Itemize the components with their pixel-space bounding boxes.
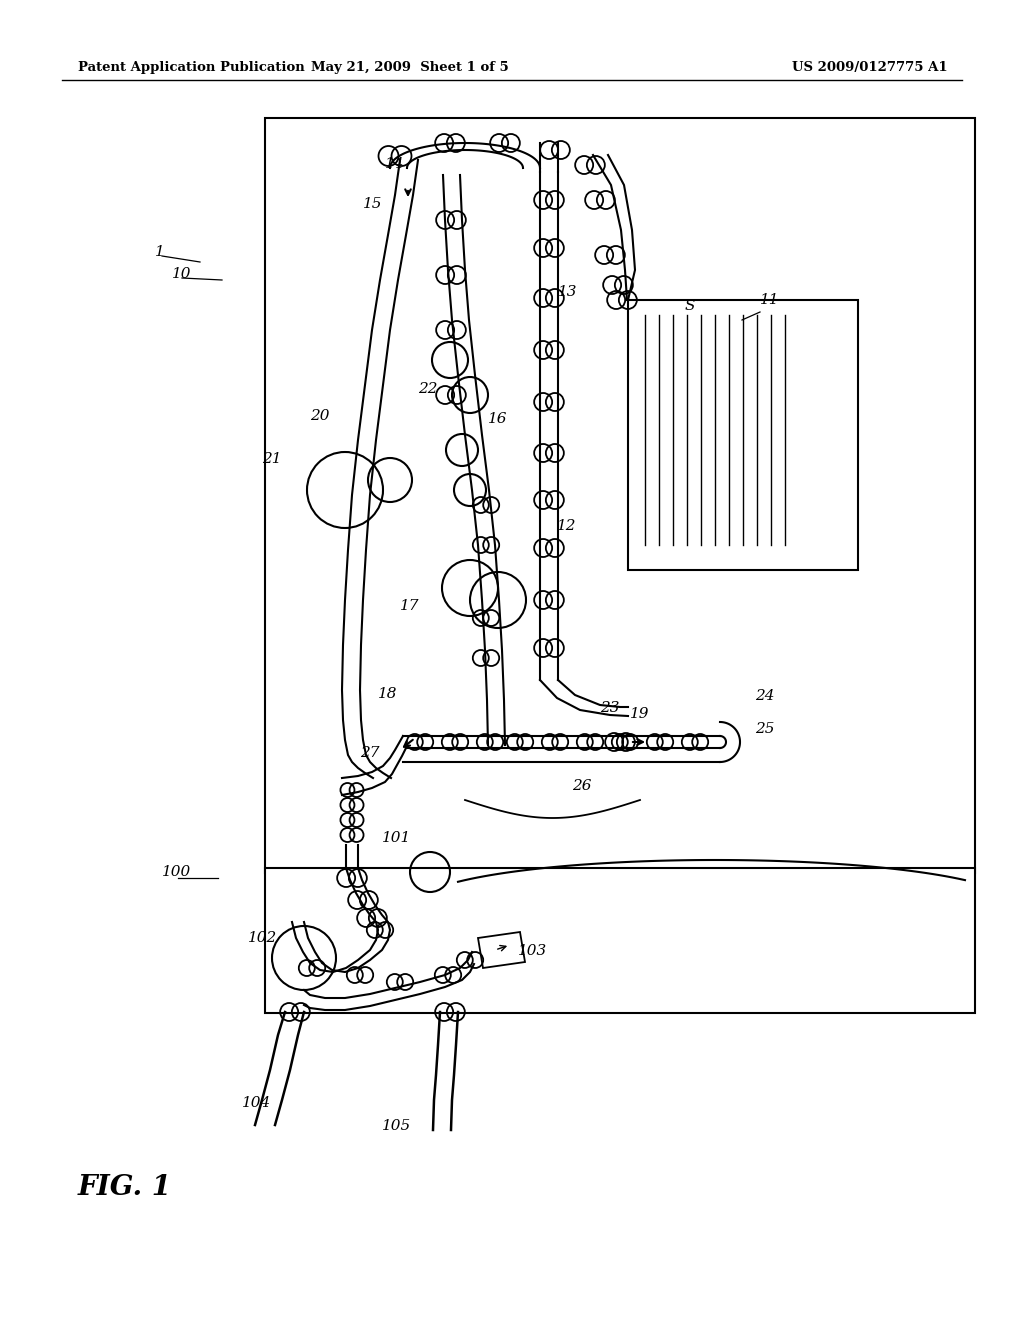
Bar [628,300,858,570]
Text: May 21, 2009  Sheet 1 of 5: May 21, 2009 Sheet 1 of 5 [311,61,509,74]
Text: 24: 24 [755,689,774,704]
Text: 25: 25 [755,722,774,737]
Text: 101: 101 [382,832,412,845]
Bar [265,869,975,1012]
Text: 14: 14 [385,157,404,172]
Text: 12: 12 [557,519,577,533]
Text: 27: 27 [360,746,380,760]
Bar [265,117,975,873]
Text: 17: 17 [400,599,420,612]
Text: 22: 22 [418,381,437,396]
Text: 102: 102 [248,931,278,945]
Text: 21: 21 [262,451,282,466]
Text: 105: 105 [382,1119,412,1133]
Text: FIG. 1: FIG. 1 [78,1173,172,1201]
Text: 26: 26 [572,779,592,793]
Text: 23: 23 [600,701,620,715]
Text: 1: 1 [155,246,165,259]
Text: 16: 16 [488,412,508,426]
Text: 100: 100 [162,865,191,879]
Text: 20: 20 [310,409,330,422]
Text: US 2009/0127775 A1: US 2009/0127775 A1 [793,61,948,74]
Text: 103: 103 [518,944,547,958]
Text: S: S [685,300,695,313]
Text: 104: 104 [242,1096,271,1110]
Text: 18: 18 [378,686,397,701]
Text: 19: 19 [630,708,649,721]
Text: 11: 11 [760,293,779,308]
Text: 13: 13 [558,285,578,300]
Text: Patent Application Publication: Patent Application Publication [78,61,305,74]
Text: 10: 10 [172,267,191,281]
Text: 15: 15 [362,197,383,211]
